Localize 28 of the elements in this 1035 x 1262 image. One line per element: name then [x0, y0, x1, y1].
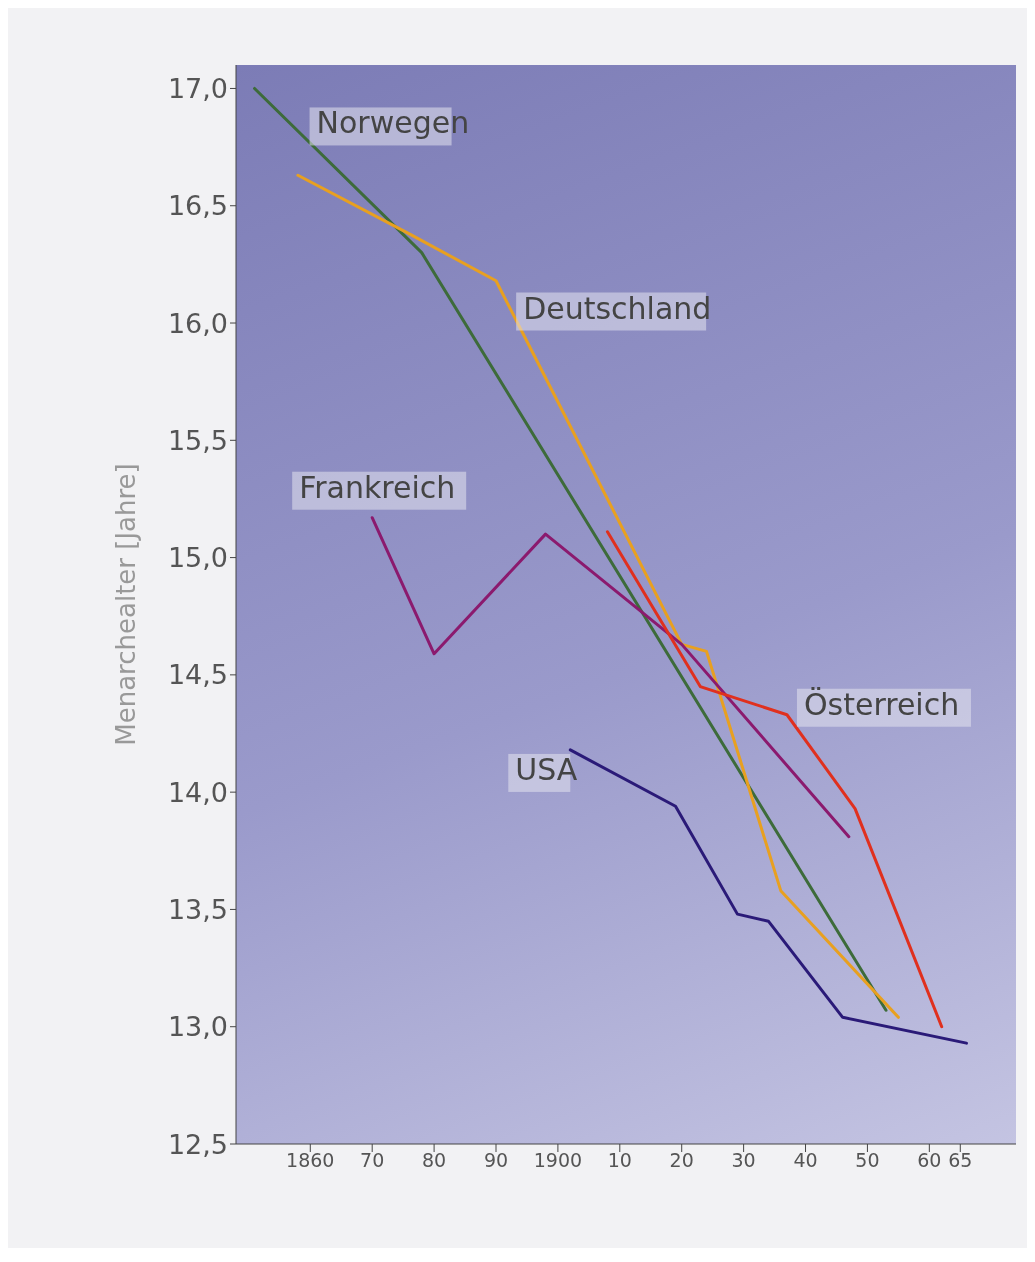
- x-tick-label: 20: [669, 1149, 694, 1172]
- y-tick-label: 15,5: [167, 424, 228, 456]
- y-tick-label: 17,0: [167, 73, 228, 105]
- x-tick-label: 1860: [286, 1149, 335, 1172]
- y-tick-label: 12,5: [167, 1128, 228, 1160]
- x-tick-label: 80: [422, 1149, 447, 1172]
- y-tick-label: 16,0: [167, 307, 228, 339]
- x-tick-label: 10: [607, 1149, 632, 1172]
- x-tick-label: 30: [731, 1149, 756, 1172]
- series-label: Österreich: [803, 686, 960, 722]
- x-tick-label: 50: [855, 1149, 880, 1172]
- x-tick-label: 90: [483, 1149, 509, 1172]
- y-tick-label: 13,0: [167, 1011, 228, 1043]
- y-tick-label: 16,5: [167, 190, 228, 222]
- y-tick-label: 14,5: [167, 659, 228, 691]
- series-label: Norwegen: [316, 105, 470, 141]
- x-tick-label: 70: [360, 1149, 385, 1172]
- y-axis-title: Menarchealter [Jahre]: [111, 463, 142, 746]
- y-tick-label: 14,0: [167, 776, 228, 808]
- x-tick-label: 60: [917, 1149, 942, 1172]
- x-tick-label: 1900: [533, 1149, 583, 1172]
- series-label: USA: [515, 751, 578, 787]
- y-tick-label: 15,0: [167, 542, 228, 574]
- series-label: Frankreich: [299, 469, 456, 505]
- x-tick-label: 40: [793, 1149, 818, 1172]
- x-tick-label: 65: [948, 1149, 973, 1172]
- y-tick-label: 13,5: [167, 894, 228, 926]
- series-label: Deutschland: [523, 290, 712, 326]
